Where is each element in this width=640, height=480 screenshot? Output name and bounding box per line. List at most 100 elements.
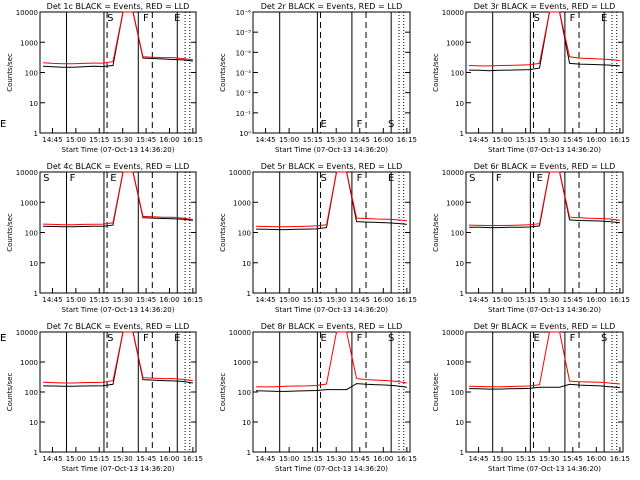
x-tick-label: 15:00 <box>66 136 86 144</box>
x-tick-label: 16:00 <box>373 455 393 463</box>
marker-annotation: E <box>601 13 607 24</box>
y-tick-label: 10000 <box>442 9 464 17</box>
x-tick-label: 15:00 <box>492 136 512 144</box>
marker-annotation: S <box>534 13 540 24</box>
x-tick-label: 15:00 <box>66 455 86 463</box>
y-tick-label: 10⁰ <box>239 130 251 138</box>
y-axis-label: Counts/sec <box>219 213 227 252</box>
x-tick-label: 15:15 <box>89 455 109 463</box>
x-tick-label: 15:30 <box>326 455 346 463</box>
panel-title: Det 3r BLACK = Events, RED = LLD <box>474 2 616 11</box>
x-tick-label: 15:45 <box>136 455 156 463</box>
x-tick-label: 15:30 <box>539 296 559 304</box>
panel-title: Det 6r BLACK = Events, RED = LLD <box>474 162 616 171</box>
plot-frame <box>39 171 197 294</box>
y-axis-label: Counts/sec <box>219 53 227 92</box>
x-tick-label: 16:15 <box>183 296 203 304</box>
x-tick-label: 15:15 <box>516 455 536 463</box>
x-tick-label: 14:45 <box>468 296 488 304</box>
y-tick-label: 10 <box>455 419 464 427</box>
marker-annotation: E <box>110 173 116 184</box>
x-tick-label: 16:00 <box>373 136 393 144</box>
y-tick-label: 1000 <box>20 359 38 367</box>
marker-annotation: F <box>357 119 363 130</box>
marker-annotation: F <box>570 333 576 344</box>
y-tick-label: 100 <box>25 389 38 397</box>
x-tick-label: 15:45 <box>563 296 583 304</box>
y-tick-label: 1000 <box>20 39 38 47</box>
plot-frame <box>252 331 411 453</box>
x-axis-label: Start Time (07-Oct-13 14:36:20) <box>488 306 601 314</box>
panel-title: Det 4c BLACK = Events, RED = LLD <box>47 162 190 171</box>
marker-annotation: E <box>174 13 180 24</box>
panel-title: Det 2r BLACK = Events, RED = LLD <box>261 2 403 11</box>
y-axis-label: Counts/sec <box>432 213 440 252</box>
x-tick-label: 15:30 <box>326 296 346 304</box>
y-tick-label: 10000 <box>16 169 38 177</box>
y-tick-label: 10 <box>29 260 38 268</box>
marker-annotation: S <box>388 333 394 344</box>
y-tick-label: 1 <box>460 449 464 457</box>
x-tick-label: 15:00 <box>279 136 299 144</box>
x-tick-label: 14:45 <box>255 296 275 304</box>
marker-annotation: F <box>0 119 6 130</box>
x-tick-label: 15:30 <box>539 455 559 463</box>
marker-annotation: F <box>570 13 576 24</box>
plot-frame <box>465 11 624 134</box>
x-tick-label: 16:15 <box>610 455 630 463</box>
x-tick-label: 16:15 <box>397 136 417 144</box>
y-tick-label: 10 <box>242 419 251 427</box>
series-lld-line <box>43 11 193 65</box>
x-tick-label: 14:45 <box>468 455 488 463</box>
marker-annotation: F <box>496 173 502 184</box>
x-tick-label: 16:00 <box>159 296 179 304</box>
x-tick-label: 15:30 <box>113 296 133 304</box>
x-tick-label: 15:15 <box>303 136 323 144</box>
y-tick-label: 100 <box>451 70 464 78</box>
panel-title: Det 5r BLACK = Events, RED = LLD <box>261 162 403 171</box>
x-tick-label: 15:00 <box>492 296 512 304</box>
y-tick-label: 100 <box>25 70 38 78</box>
x-tick-label: 16:15 <box>610 296 630 304</box>
x-tick-label: 16:00 <box>586 455 606 463</box>
x-tick-label: 15:15 <box>303 296 323 304</box>
marker-annotation: E <box>321 119 327 130</box>
y-axis-label: Counts/sec <box>432 373 440 412</box>
marker-annotation: E <box>0 333 6 344</box>
y-tick-label: 10⁻⁵ <box>236 29 252 37</box>
panel-title: Det 8r BLACK = Events, RED = LLD <box>261 322 403 331</box>
x-tick-label: 14:45 <box>42 455 62 463</box>
x-tick-label: 15:15 <box>516 296 536 304</box>
panel-det-3: Det 3r BLACK = Events, RED = LLD 1 10 100 10… <box>432 2 630 154</box>
y-tick-label: 100 <box>451 389 464 397</box>
panel-title: Det 1c BLACK = Events, RED = LLD <box>47 2 190 11</box>
y-tick-label: 10000 <box>442 329 464 337</box>
plot-frame <box>252 11 411 134</box>
series-lld-line <box>256 331 407 388</box>
series-events-line <box>256 383 407 392</box>
x-tick-label: 15:15 <box>303 455 323 463</box>
plot-frame <box>39 11 197 134</box>
x-tick-label: 14:45 <box>255 455 275 463</box>
y-tick-label: 10⁻⁶ <box>236 9 252 17</box>
x-tick-label: 15:45 <box>350 136 370 144</box>
series-lld-line <box>43 331 193 384</box>
marker-annotation: S <box>107 13 113 24</box>
marker-annotation: E <box>321 333 327 344</box>
x-axis-label: Start Time (07-Oct-13 14:36:20) <box>488 146 601 154</box>
marker-annotation: S <box>43 173 49 184</box>
series-lld-line <box>469 331 620 388</box>
x-tick-label: 16:00 <box>159 455 179 463</box>
x-tick-label: 15:00 <box>279 455 299 463</box>
y-tick-label: 100 <box>238 230 251 238</box>
marker-annotation: F <box>70 173 76 184</box>
y-tick-label: 10 <box>29 100 38 108</box>
x-tick-label: 15:45 <box>350 296 370 304</box>
y-axis-label: Counts/sec <box>6 53 14 92</box>
y-tick-label: 10 <box>29 419 38 427</box>
y-tick-label: 10⁻¹ <box>236 110 252 118</box>
y-tick-label: 1 <box>34 290 38 298</box>
x-tick-label: 16:00 <box>159 136 179 144</box>
y-tick-label: 10⁻² <box>236 90 252 98</box>
x-tick-label: 15:30 <box>113 455 133 463</box>
